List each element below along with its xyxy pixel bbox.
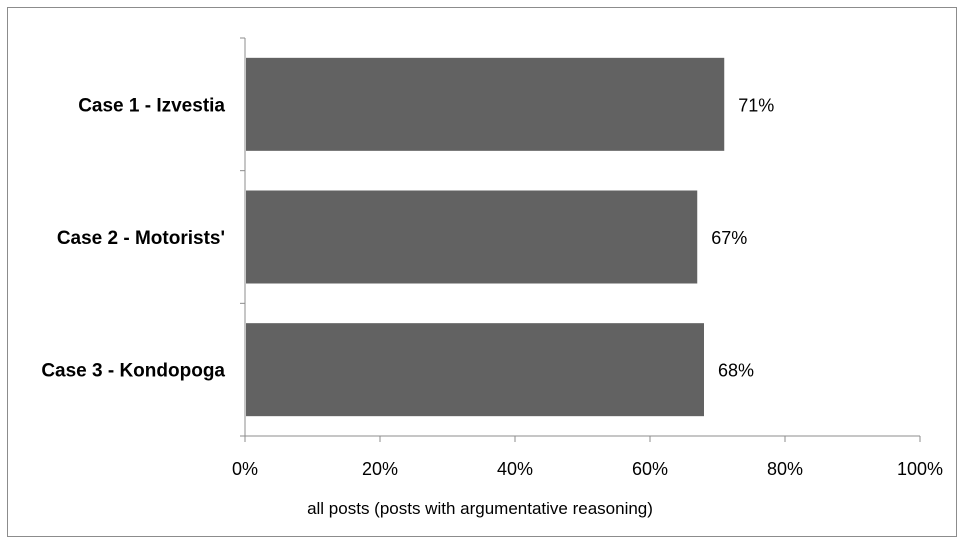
chart-bars xyxy=(246,57,725,417)
value-label: 67% xyxy=(711,228,747,248)
category-labels: Case 1 - Izvestia Case 2 - Motorists' Case… xyxy=(41,95,225,381)
category-label: Case 1 - Izvestia xyxy=(78,95,225,116)
x-axis-title: all posts (posts with argumentative reas… xyxy=(307,499,653,518)
x-tick-label: 80% xyxy=(767,459,803,479)
x-tick-label: 100% xyxy=(897,459,943,479)
value-label: 68% xyxy=(718,361,754,381)
chart-axes xyxy=(240,37,921,442)
bar xyxy=(246,323,704,417)
x-tick-label: 60% xyxy=(632,459,668,479)
x-tick-label: 20% xyxy=(362,459,398,479)
category-label: Case 2 - Motorists' xyxy=(57,228,225,249)
x-tick-label: 0% xyxy=(232,459,258,479)
x-tick-labels: 0% 20% 40% 60% 80% 100% xyxy=(232,459,943,479)
x-tick-label: 40% xyxy=(497,459,533,479)
category-label: Case 3 - Kondopoga xyxy=(41,361,225,382)
bar xyxy=(246,57,725,151)
value-label: 71% xyxy=(738,95,774,115)
bar xyxy=(246,190,698,284)
value-labels: 71% 67% 68% xyxy=(711,95,774,380)
